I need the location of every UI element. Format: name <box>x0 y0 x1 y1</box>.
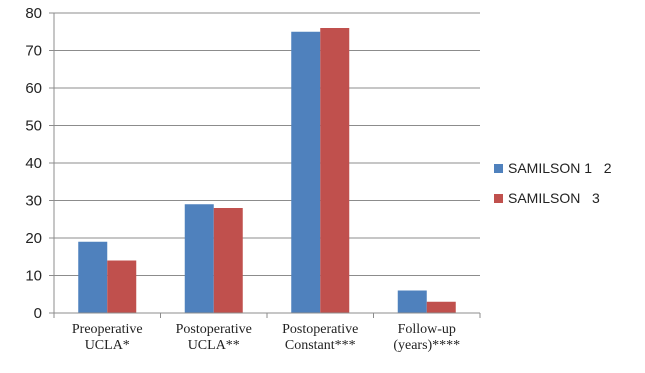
y-tick-label: 0 <box>34 305 42 322</box>
legend-label: SAMILSON 1 2 <box>508 160 612 176</box>
x-category-label: Constant*** <box>285 338 356 353</box>
y-tick-label: 50 <box>25 118 42 135</box>
bar <box>213 208 243 313</box>
bar <box>291 31 321 313</box>
y-tick-label: 20 <box>25 230 42 247</box>
x-category-label: Postoperative <box>176 322 252 337</box>
legend-swatch <box>494 164 503 173</box>
bar <box>184 204 214 313</box>
legend-swatch <box>494 194 503 203</box>
x-category-label: UCLA** <box>188 338 240 353</box>
x-category-label: Follow-up <box>398 322 456 337</box>
x-category-label: (years)**** <box>393 338 460 353</box>
bar <box>107 260 137 313</box>
y-tick-label: 40 <box>25 155 42 172</box>
bar <box>426 301 456 313</box>
gridlines <box>54 12 480 276</box>
x-axis-ticks: PreoperativeUCLA*PostoperativeUCLA**Post… <box>53 313 481 353</box>
y-tick-label: 70 <box>25 43 42 60</box>
x-category-label: Preoperative <box>72 322 143 337</box>
bar <box>78 241 108 313</box>
x-category-label: UCLA* <box>85 338 130 353</box>
y-axis-ticks: 0 10 20 30 40 50 60 70 80 <box>25 5 54 322</box>
y-tick-label: 80 <box>25 5 42 22</box>
legend-label: SAMILSON 3 <box>508 190 600 206</box>
x-category-label: Postoperative <box>282 322 358 337</box>
y-tick-label: 30 <box>25 193 42 210</box>
bar <box>397 290 427 313</box>
y-tick-label: 10 <box>25 268 42 285</box>
legend: SAMILSON 1 2 SAMILSON 3 <box>494 160 612 206</box>
bars <box>78 28 456 313</box>
y-tick-label: 60 <box>25 80 42 97</box>
bar <box>320 28 350 313</box>
